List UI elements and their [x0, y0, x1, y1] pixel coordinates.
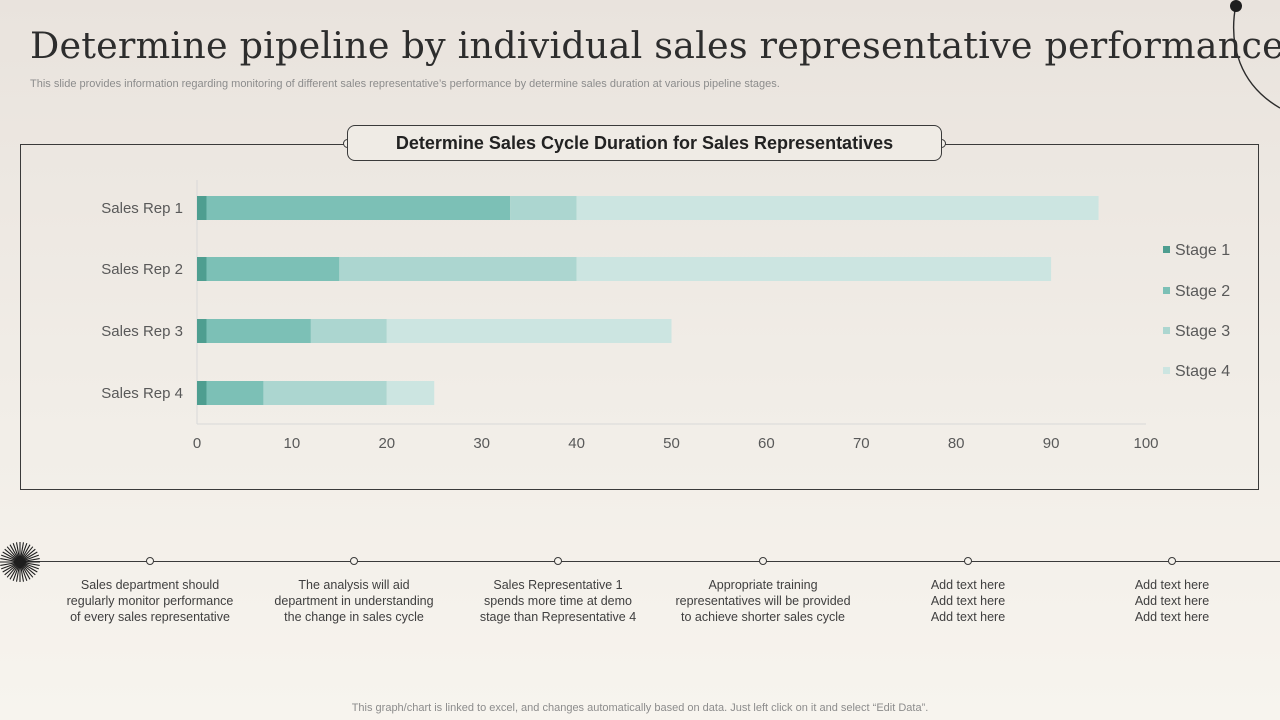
timeline-note: The analysis will aid department in under… [259, 577, 449, 625]
bar-segment-stage-3[interactable] [339, 257, 577, 281]
bar-segment-stage-4[interactable] [386, 381, 435, 405]
bar-segment-stage-2[interactable] [206, 257, 340, 281]
timeline-note: Add text here Add text here Add text here [1077, 577, 1267, 625]
y-tick-label: Sales Rep 4 [101, 385, 183, 402]
bar-segment-stage-3[interactable] [263, 381, 387, 405]
chart-title: Determine Sales Cycle Duration for Sales… [347, 125, 942, 161]
x-tick-label: 60 [758, 435, 775, 452]
timeline-note: Sales department should regularly monitor… [55, 577, 245, 625]
timeline-dot [146, 557, 154, 565]
note-line: Add text here [1134, 594, 1210, 608]
bar-segment-stage-1[interactable] [197, 257, 207, 281]
note-line: Appropriate training [708, 578, 818, 592]
note-line: Add text here [1134, 578, 1210, 592]
bar-segment-stage-2[interactable] [206, 381, 264, 405]
timeline-note: Appropriate training representatives will… [668, 577, 858, 625]
x-tick-label: 10 [284, 435, 301, 452]
x-tick-label: 40 [568, 435, 585, 452]
y-tick-label: Sales Rep 1 [101, 200, 183, 217]
timeline-dot [759, 557, 767, 565]
timeline-dot [554, 557, 562, 565]
left-burst-icon [0, 542, 40, 582]
bar-segment-stage-1[interactable] [197, 381, 207, 405]
note-line: Add text here [930, 610, 1006, 624]
footer-note: This graph/chart is linked to excel, and… [351, 702, 929, 714]
x-tick-label: 20 [378, 435, 395, 452]
x-tick-label: 30 [473, 435, 490, 452]
timeline-dot [350, 557, 358, 565]
note-line: regularly monitor performance [66, 594, 234, 608]
note-line: department in understanding [274, 594, 434, 608]
note-line: spends more time at demo [484, 594, 632, 608]
legend-label[interactable]: Stage 3 [1175, 323, 1230, 340]
y-tick-label: Sales Rep 3 [101, 323, 183, 340]
note-line: The analysis will aid [298, 578, 410, 592]
timeline-dot [1168, 557, 1176, 565]
page-subtitle: This slide provides information regardin… [30, 78, 780, 90]
bar-segment-stage-2[interactable] [206, 196, 511, 220]
note-line: Sales department should [80, 578, 220, 592]
y-tick-label: Sales Rep 2 [101, 261, 183, 278]
bar-segment-stage-1[interactable] [197, 196, 207, 220]
note-line: representatives will be provided [675, 594, 851, 608]
timeline-line [24, 561, 1280, 562]
bar-segment-stage-4[interactable] [386, 319, 672, 343]
timeline-dot [964, 557, 972, 565]
legend-swatch [1163, 367, 1170, 374]
legend-label[interactable]: Stage 1 [1175, 242, 1230, 259]
timeline-note: Add text here Add text here Add text here [873, 577, 1063, 625]
note-line: of every sales representative [70, 610, 230, 624]
legend-swatch [1163, 287, 1170, 294]
legend-swatch [1163, 246, 1170, 253]
note-line: stage than Representative 4 [479, 610, 637, 624]
note-line: the change in sales cycle [284, 610, 424, 624]
note-line: Sales Representative 1 [493, 578, 623, 592]
note-line: to achieve shorter sales cycle [681, 610, 845, 624]
note-line: Add text here [1134, 610, 1210, 624]
legend-swatch [1163, 327, 1170, 334]
x-tick-label: 70 [853, 435, 870, 452]
x-tick-label: 80 [948, 435, 965, 452]
legend-label[interactable]: Stage 2 [1175, 283, 1230, 300]
x-tick-label: 100 [1133, 435, 1158, 452]
bar-segment-stage-3[interactable] [310, 319, 387, 343]
x-tick-label: 50 [663, 435, 680, 452]
bar-segment-stage-4[interactable] [576, 196, 1099, 220]
legend-label[interactable]: Stage 4 [1175, 363, 1230, 380]
note-line: Add text here [930, 578, 1006, 592]
page-title: Determine pipeline by individual sales r… [30, 24, 1280, 67]
x-tick-label: 0 [193, 435, 201, 452]
note-line: Add text here [930, 594, 1006, 608]
x-tick-label: 90 [1043, 435, 1060, 452]
bar-segment-stage-4[interactable] [576, 257, 1052, 281]
bar-segment-stage-2[interactable] [206, 319, 311, 343]
bar-segment-stage-3[interactable] [510, 196, 577, 220]
timeline-note: Sales Representative 1 spends more time a… [463, 577, 653, 625]
bar-segment-stage-1[interactable] [197, 319, 207, 343]
